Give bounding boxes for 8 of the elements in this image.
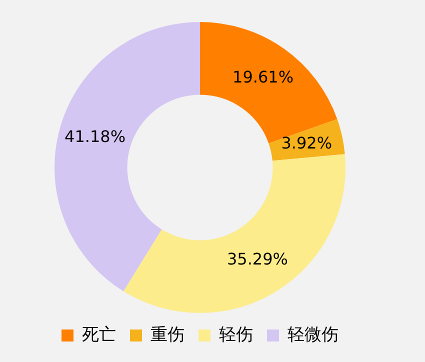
legend-label: 重伤 [150,324,184,345]
legend-label: 轻伤 [219,324,253,345]
legend-label: 死亡 [82,324,116,345]
legend-label: 轻微伤 [288,324,338,345]
data-label: 3.92% [281,133,332,152]
data-label: 19.61% [232,68,294,87]
data-label: 35.29% [226,249,288,268]
data-label: 41.18% [64,126,126,146]
